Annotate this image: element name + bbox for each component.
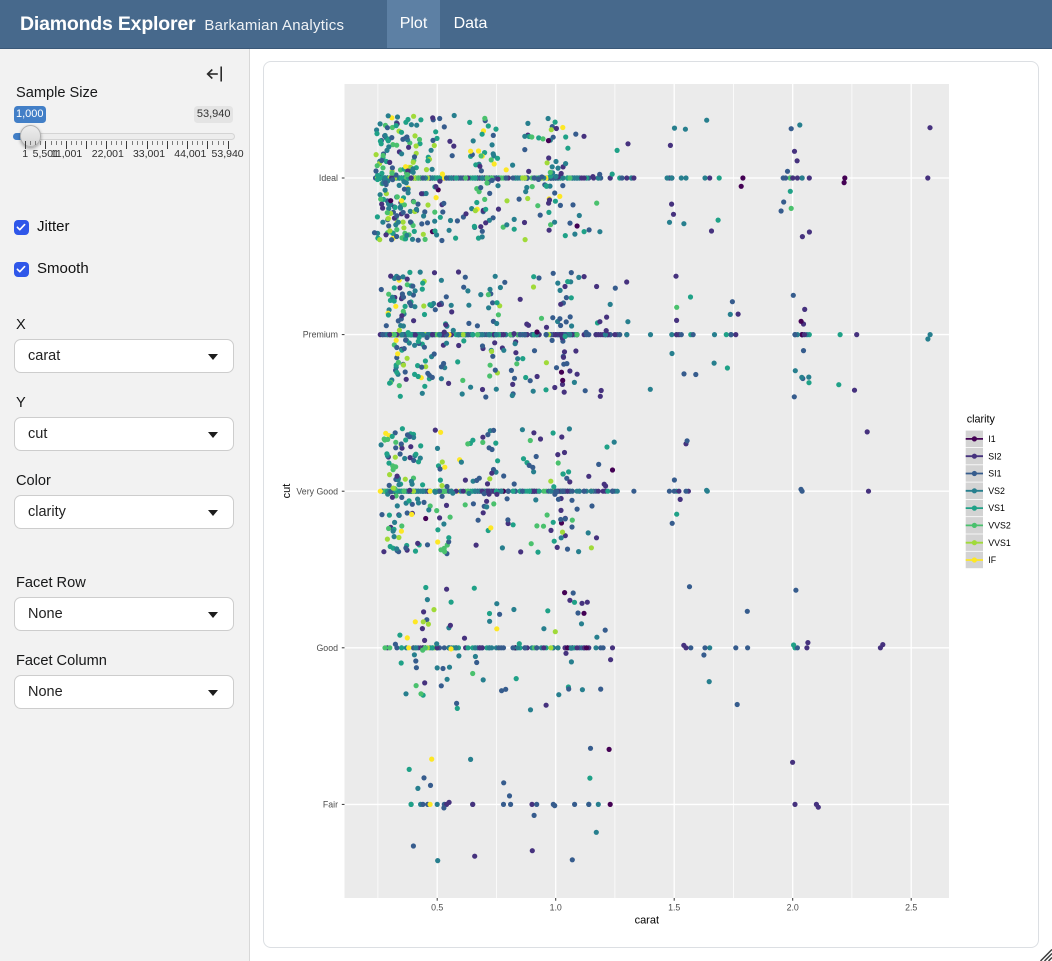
svg-text:2.0: 2.0 <box>787 903 799 913</box>
svg-text:SI1: SI1 <box>988 469 1001 479</box>
svg-text:VVS2: VVS2 <box>988 521 1011 531</box>
svg-text:VS1: VS1 <box>988 503 1005 513</box>
svg-text:IF: IF <box>988 555 996 565</box>
svg-text:SI2: SI2 <box>988 451 1001 461</box>
svg-text:Premium: Premium <box>303 330 338 340</box>
svg-text:I1: I1 <box>988 434 995 444</box>
svg-text:VVS1: VVS1 <box>988 538 1011 548</box>
svg-text:1.5: 1.5 <box>668 903 680 913</box>
svg-text:0.5: 0.5 <box>431 903 443 913</box>
svg-text:1.0: 1.0 <box>550 903 562 913</box>
svg-text:carat: carat <box>635 915 659 927</box>
svg-text:cut: cut <box>281 484 293 499</box>
svg-text:2.5: 2.5 <box>905 903 917 913</box>
svg-text:Very Good: Very Good <box>296 486 338 496</box>
svg-text:Ideal: Ideal <box>319 173 338 183</box>
svg-text:clarity: clarity <box>967 414 996 426</box>
svg-text:Fair: Fair <box>323 800 338 810</box>
svg-text:Good: Good <box>316 643 338 653</box>
svg-text:VS2: VS2 <box>988 486 1005 496</box>
